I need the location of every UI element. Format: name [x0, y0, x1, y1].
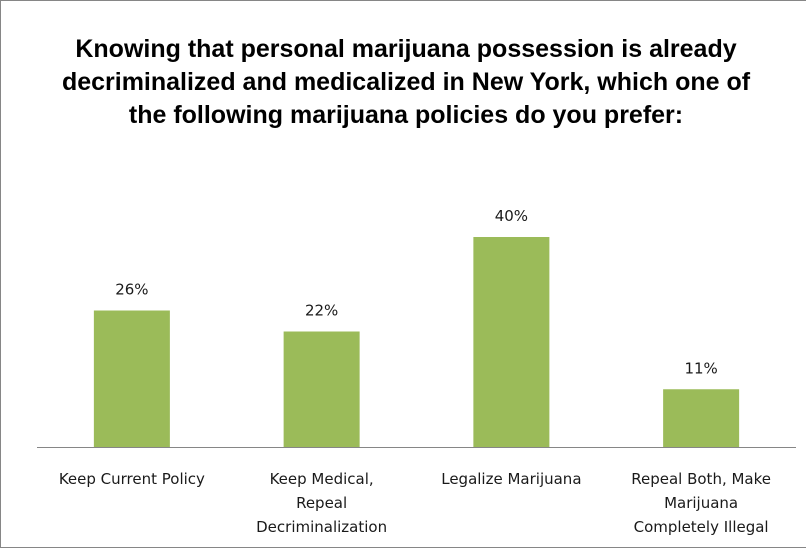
category-label-line: Keep Current Policy: [59, 470, 205, 488]
data-label-1: 26%: [115, 281, 148, 299]
bar-3: [473, 237, 550, 447]
category-label-1: Keep Current Policy: [59, 470, 205, 488]
category-label-line: Keep Medical,: [270, 470, 374, 488]
category-labels: Keep Current Policy Keep Medical, Repeal De…: [59, 470, 771, 536]
category-label-line: Marijuana: [664, 494, 738, 512]
category-label-line: Repeal Both, Make: [631, 470, 771, 488]
category-label-4: Repeal Both, Make Marijuana Completely Ill…: [631, 470, 771, 536]
category-label-line: Legalize Marijuana: [441, 470, 581, 488]
category-label-line: Repeal: [296, 494, 347, 512]
category-label-2: Keep Medical, Repeal Decriminalization: [256, 470, 387, 536]
category-label-line: Completely Illegal: [634, 518, 769, 536]
data-labels: 26% 22% 40% 11%: [115, 207, 718, 377]
data-label-2: 22%: [305, 302, 338, 320]
category-label-3: Legalize Marijuana: [441, 470, 581, 488]
bar-2: [283, 331, 360, 447]
bar-4: [663, 389, 740, 447]
data-label-3: 40%: [495, 207, 528, 225]
bars: [93, 237, 740, 447]
chart-title: Knowing that personal marijuana possessi…: [61, 35, 751, 129]
bar-1: [93, 310, 170, 447]
category-label-line: Decriminalization: [256, 518, 387, 536]
data-label-4: 11%: [684, 359, 717, 377]
